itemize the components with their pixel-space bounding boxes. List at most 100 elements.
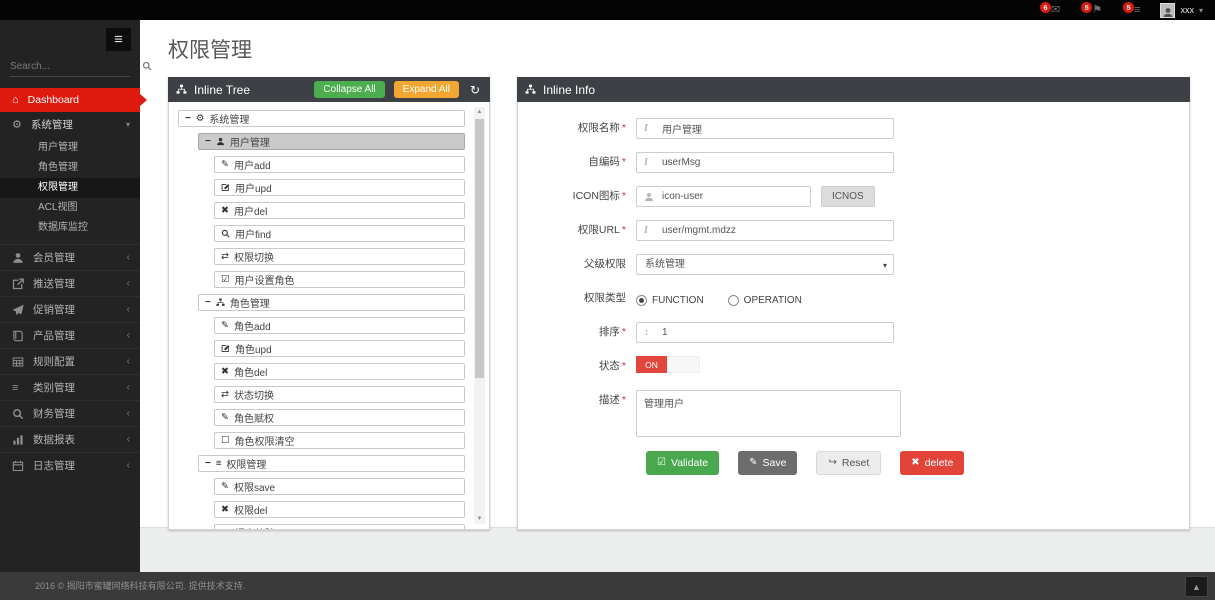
notification-flag[interactable]: ⚑ 5: [1081, 1, 1103, 16]
tree-node[interactable]: ⇄ 权限切换: [214, 248, 465, 265]
notification-tasks[interactable]: ≡ 5: [1123, 1, 1140, 16]
icon-input[interactable]: [636, 186, 811, 207]
pencil-icon: ✎: [221, 412, 229, 423]
sidebar-subitem[interactable]: 角色管理: [38, 162, 78, 173]
sidebar-item[interactable]: 产品管理 ‹: [0, 322, 140, 348]
collapse-toggle-icon[interactable]: −: [185, 113, 191, 124]
sidebar-subitem[interactable]: 数据库监控: [38, 222, 88, 233]
save-button[interactable]: ✎ Save: [738, 451, 798, 475]
sidebar-item[interactable]: 数据报表 ‹: [0, 426, 140, 452]
sidebar-item[interactable]: 日志管理 ‹: [0, 452, 140, 478]
footer: 2016 © 揭阳市蜜罐网络科技有限公司. 提供技术支持.: [0, 572, 1215, 600]
refresh-button[interactable]: ↻: [469, 82, 480, 97]
sidebar-toggle-button[interactable]: ≡: [106, 28, 131, 51]
sidebar-item[interactable]: 规则配置 ‹: [0, 348, 140, 374]
tree-node-label: 角色add: [233, 322, 271, 333]
chevron-left-icon: ‹: [126, 460, 130, 471]
radio-icon[interactable]: [636, 295, 647, 306]
tree-node[interactable]: − 角色管理: [198, 294, 465, 311]
check-square-icon: ☑: [657, 457, 666, 468]
scroll-down-icon[interactable]: ▼: [476, 516, 483, 522]
tree-node[interactable]: 角色upd: [214, 340, 465, 357]
italic-icon: I: [644, 224, 648, 236]
collapse-toggle-icon[interactable]: −: [205, 458, 211, 469]
sidebar-subitem[interactable]: ACL视图: [38, 202, 78, 213]
search-icon[interactable]: [142, 61, 152, 71]
tree-node[interactable]: 用户upd: [214, 179, 465, 196]
sidebar-item[interactable]: 财务管理 ‹: [0, 400, 140, 426]
tree-node[interactable]: ✎ 权限save: [214, 478, 465, 495]
radio-option-operation[interactable]: OPERATION: [727, 295, 802, 306]
sidebar-item-label: 推送管理: [33, 278, 75, 290]
tree-scrollbar[interactable]: ▲ ▼: [474, 107, 485, 524]
radio-icon[interactable]: [727, 295, 739, 306]
pencil-icon: ✎: [221, 320, 229, 331]
sidebar-item[interactable]: 促销管理 ‹: [0, 296, 140, 322]
code-input[interactable]: [636, 152, 894, 173]
collapse-all-button[interactable]: Collapse All: [314, 81, 385, 98]
form-row-sort: 排序 * ↕: [518, 322, 1189, 343]
sidebar-item-system-mgmt[interactable]: ⚙ 系统管理 ▾: [0, 112, 140, 136]
tree-rows: − ⚙ 系统管理 − 用户管理 ✎ 用户add 用户upd ✖ 用户del 用户find ⇄ 权限切换 ☑…: [178, 110, 465, 529]
tree-node[interactable]: ✎ 用户add: [214, 156, 465, 173]
sidebar-subitem[interactable]: 用户管理: [38, 142, 78, 153]
delete-button[interactable]: ✖ delete: [900, 451, 965, 475]
tree-node-label: 角色管理: [229, 299, 270, 310]
tree-node[interactable]: ✖ 角色del: [214, 363, 465, 380]
parent-permission-select[interactable]: 系统管理 ▾: [636, 254, 894, 275]
sidebar-search: [10, 56, 152, 77]
description-textarea[interactable]: 管理用户: [636, 390, 901, 437]
tree-node[interactable]: ✖ 权限del: [214, 501, 465, 518]
scrollbar-thumb[interactable]: [475, 119, 484, 378]
notification-envelope[interactable]: ✉ 6: [1039, 1, 1060, 16]
notification-badge: 5: [1081, 1, 1093, 13]
check-square-icon: ☑: [221, 274, 230, 285]
back-to-top-button[interactable]: ▲: [1185, 576, 1208, 597]
name-input[interactable]: [636, 118, 894, 139]
flag-icon: ⚑: [1092, 3, 1103, 16]
chevron-left-icon: ‹: [126, 382, 130, 393]
tree-node[interactable]: − ⚙ 系统管理: [178, 110, 465, 127]
code-input-wrap: I: [636, 152, 894, 173]
user-menu[interactable]: xxx ▾: [1160, 2, 1203, 18]
chart-icon: [12, 434, 25, 446]
icon-input-wrap: [636, 186, 811, 207]
sidebar-subitem[interactable]: 权限管理: [0, 178, 140, 198]
tree-node[interactable]: 用户find: [214, 225, 465, 242]
radio-option-function[interactable]: FUNCTION: [636, 295, 704, 306]
sidebar-item[interactable]: 推送管理 ‹: [0, 270, 140, 296]
sort-input[interactable]: [636, 322, 894, 343]
info-panel-header: Inline Info: [517, 77, 1190, 102]
search-input[interactable]: [10, 60, 142, 72]
tree-node[interactable]: ⇄ 状态切换: [214, 386, 465, 403]
sidebar-item[interactable]: 会员管理 ‹: [0, 244, 140, 270]
tree-node[interactable]: ✎ 角色add: [214, 317, 465, 334]
tree-node[interactable]: ✖ 用户del: [214, 202, 465, 219]
tree-node-label: 用户设置角色: [234, 276, 295, 287]
form-row-name: 权限名称 * I: [518, 118, 1189, 139]
collapse-toggle-icon[interactable]: −: [205, 136, 211, 147]
sidebar-item[interactable]: ≡ 类别管理 ‹: [0, 374, 140, 400]
sidebar-item-dashboard[interactable]: ⌂ Dashboard: [0, 88, 147, 112]
reset-button[interactable]: ↪ Reset: [816, 451, 882, 475]
url-input[interactable]: [636, 220, 894, 241]
tree-node[interactable]: ✎ 角色赋权: [214, 409, 465, 426]
info-form: 权限名称* I 自编码* I ICON图: [517, 102, 1190, 530]
expand-all-button[interactable]: Expand All: [393, 81, 459, 98]
tree-node[interactable]: 提交校验: [214, 524, 465, 529]
chevron-left-icon: ‹: [126, 304, 130, 315]
collapse-toggle-icon[interactable]: −: [205, 297, 211, 308]
list-icon: ≡: [12, 381, 19, 394]
icnos-button[interactable]: ICNOS: [821, 186, 875, 207]
log-icon: [12, 460, 25, 472]
field-label: 父级权限: [584, 258, 626, 270]
tree-node[interactable]: − ≡ 权限管理: [198, 455, 465, 472]
validate-button[interactable]: ☑ Validate: [646, 451, 720, 475]
scroll-up-icon[interactable]: ▲: [476, 109, 483, 115]
tree-node[interactable]: ☐ 角色权限清空: [214, 432, 465, 449]
tree-node[interactable]: ☑ 用户设置角色: [214, 271, 465, 288]
search-icon: [221, 229, 230, 238]
tree-node[interactable]: − 用户管理: [198, 133, 465, 150]
type-options: FUNCTION OPERATION: [636, 288, 802, 309]
status-toggle[interactable]: ON: [636, 356, 700, 373]
